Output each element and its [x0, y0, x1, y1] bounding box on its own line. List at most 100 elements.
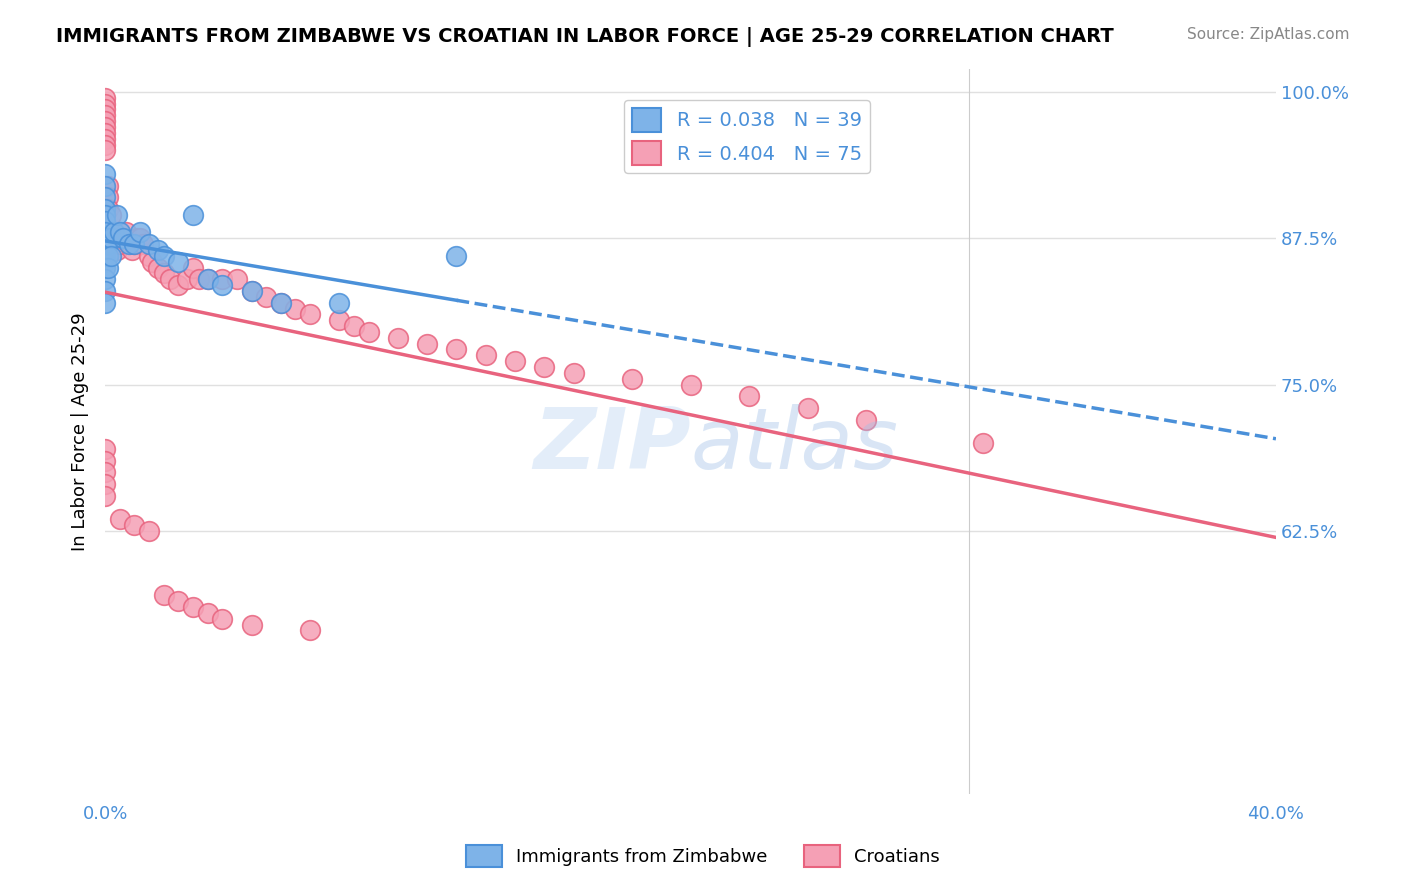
Point — [94, 103, 117, 117]
Point — [100, 226, 122, 240]
Point — [152, 266, 174, 280]
Point — [176, 272, 198, 286]
Point — [270, 295, 292, 310]
Point — [132, 237, 155, 252]
Point — [533, 359, 555, 374]
Point — [94, 260, 117, 275]
Point — [138, 524, 160, 538]
Point — [226, 272, 249, 286]
Point — [211, 278, 233, 293]
Point — [97, 249, 120, 263]
Point — [94, 208, 117, 222]
Point — [299, 307, 322, 321]
Point — [211, 612, 233, 626]
Point — [387, 331, 409, 345]
Point — [100, 231, 122, 245]
Point — [446, 249, 468, 263]
Point — [94, 190, 117, 204]
Point — [121, 243, 143, 257]
Point — [103, 226, 125, 240]
Point — [97, 202, 120, 216]
Point — [94, 91, 117, 105]
Point — [94, 243, 117, 257]
Point — [416, 336, 439, 351]
Point — [94, 466, 117, 480]
Text: atlas: atlas — [690, 404, 898, 487]
Legend: Immigrants from Zimbabwe, Croatians: Immigrants from Zimbabwe, Croatians — [458, 838, 948, 874]
Point — [197, 606, 219, 620]
Point — [211, 272, 233, 286]
Point — [108, 226, 131, 240]
Point — [94, 137, 117, 152]
Point — [103, 237, 125, 252]
Point — [621, 372, 644, 386]
Point — [197, 272, 219, 286]
Point — [270, 295, 292, 310]
Point — [138, 249, 160, 263]
Point — [117, 237, 139, 252]
Point — [152, 249, 174, 263]
Point — [94, 213, 117, 227]
Point — [105, 208, 128, 222]
Point — [94, 96, 117, 111]
Point — [146, 243, 169, 257]
Point — [181, 600, 204, 615]
Point — [562, 366, 585, 380]
Text: ZIP: ZIP — [533, 404, 690, 487]
Point — [240, 284, 263, 298]
Point — [167, 278, 190, 293]
Point — [124, 237, 146, 252]
Point — [94, 489, 117, 503]
Point — [94, 284, 117, 298]
Point — [94, 453, 117, 467]
Point — [129, 226, 152, 240]
Point — [141, 254, 163, 268]
Point — [679, 377, 702, 392]
Point — [94, 272, 117, 286]
Point — [111, 231, 134, 245]
Point — [94, 249, 117, 263]
Point — [94, 226, 117, 240]
Point — [100, 249, 122, 263]
Point — [284, 301, 307, 316]
Point — [152, 588, 174, 602]
Point — [97, 237, 120, 252]
Point — [328, 295, 350, 310]
Point — [197, 272, 219, 286]
Point — [94, 120, 117, 134]
Point — [124, 518, 146, 533]
Point — [474, 348, 496, 362]
Point — [972, 436, 994, 450]
Point — [167, 254, 190, 268]
Point — [117, 237, 139, 252]
Point — [108, 237, 131, 252]
Point — [299, 624, 322, 638]
Point — [94, 126, 117, 140]
Point — [446, 343, 468, 357]
Point — [97, 190, 120, 204]
Point — [97, 260, 120, 275]
Point — [343, 319, 366, 334]
Point — [100, 208, 122, 222]
Point — [94, 295, 117, 310]
Point — [94, 114, 117, 128]
Point — [181, 208, 204, 222]
Point — [97, 178, 120, 193]
Point — [167, 594, 190, 608]
Point — [94, 108, 117, 122]
Point — [357, 325, 380, 339]
Point — [94, 132, 117, 146]
Point — [94, 254, 117, 268]
Point — [240, 284, 263, 298]
Point — [254, 290, 277, 304]
Point — [181, 260, 204, 275]
Point — [127, 231, 149, 245]
Point — [103, 231, 125, 245]
Point — [796, 401, 818, 415]
Text: IMMIGRANTS FROM ZIMBABWE VS CROATIAN IN LABOR FORCE | AGE 25-29 CORRELATION CHAR: IMMIGRANTS FROM ZIMBABWE VS CROATIAN IN … — [56, 27, 1114, 46]
Point — [105, 243, 128, 257]
Y-axis label: In Labor Force | Age 25-29: In Labor Force | Age 25-29 — [72, 312, 89, 550]
Point — [855, 413, 877, 427]
Point — [503, 354, 526, 368]
Point — [94, 202, 117, 216]
